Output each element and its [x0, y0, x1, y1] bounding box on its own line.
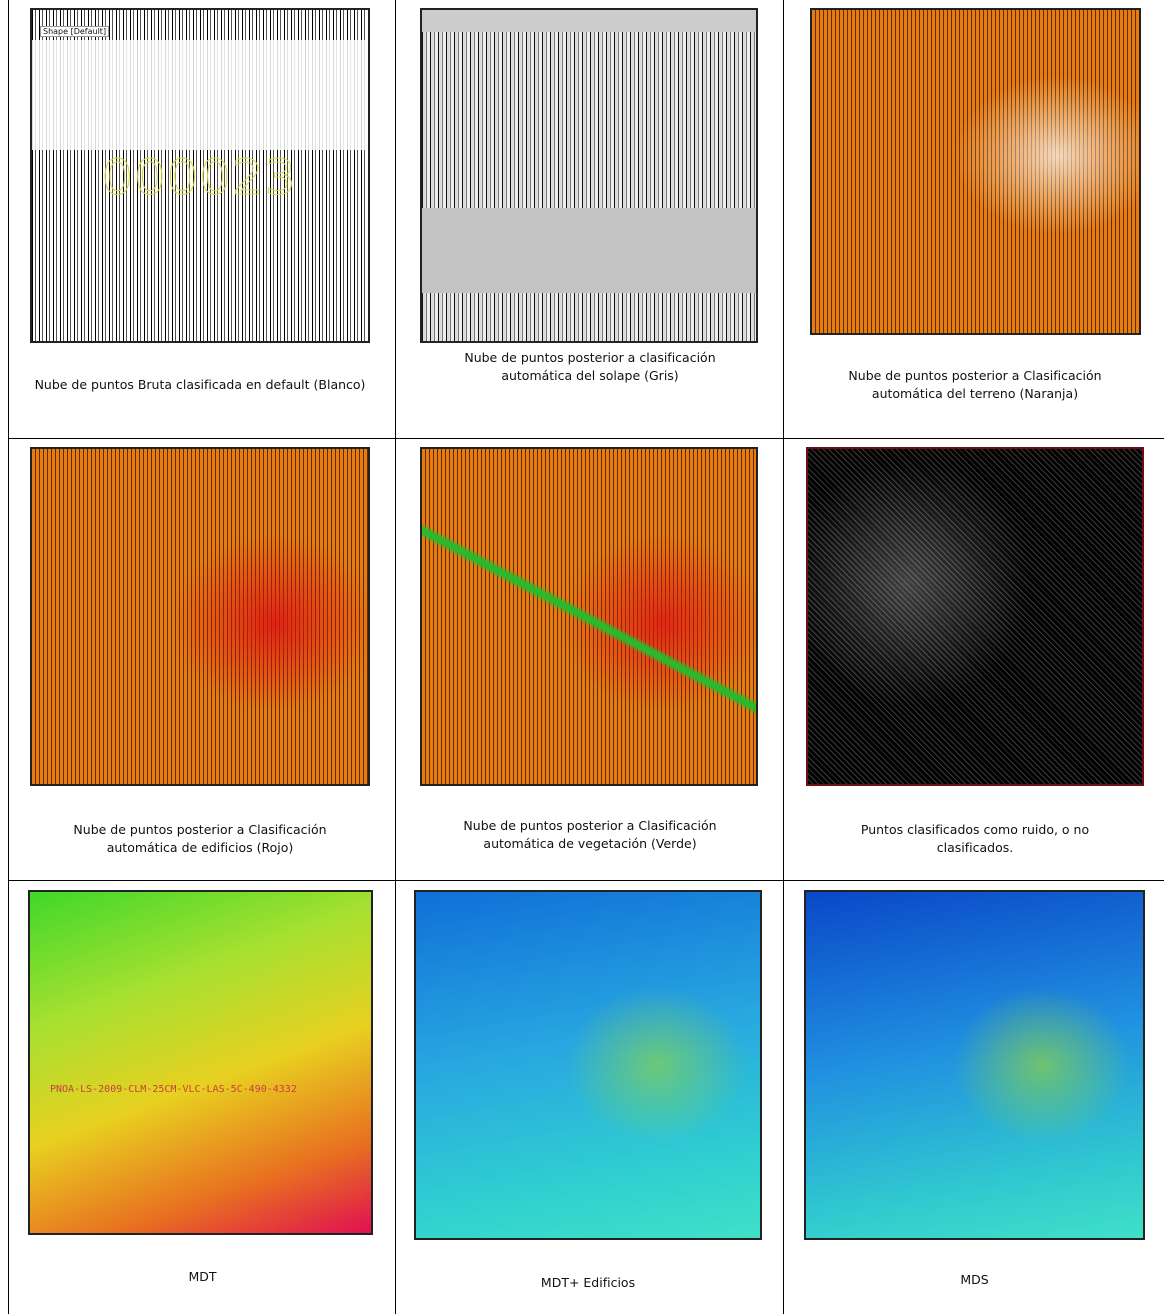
image-label: PNOA-LS-2009-CLM-25CM-VLC-LAS-5C-490-433… [50, 1084, 297, 1095]
point-cloud-image [420, 8, 758, 343]
caption: Nube de puntos posterior a Clasificación… [73, 822, 327, 855]
point-cloud-image [30, 447, 370, 786]
caption: Nube de puntos posterior a Clasificación… [463, 818, 717, 851]
point-cloud-image [806, 447, 1144, 786]
table-border [8, 880, 1164, 881]
caption: Nube de puntos Bruta clasificada en defa… [34, 377, 366, 392]
table-border [8, 0, 9, 1314]
point-cloud-image: Shape [Default] 000023 [30, 8, 370, 343]
elevation-image [414, 890, 762, 1240]
elevation-image: PNOA-LS-2009-CLM-25CM-VLC-LAS-5C-490-433… [28, 890, 373, 1235]
elevation-image [804, 890, 1145, 1240]
point-cloud-image [810, 8, 1141, 335]
caption: MDT+ Edificios [540, 1275, 636, 1290]
caption: Puntos clasificados como ruido, o no cla… [860, 822, 1090, 855]
point-cloud-image [420, 447, 758, 786]
caption: Nube de puntos posterior a clasificación… [464, 350, 716, 383]
image-label: Shape [Default] [40, 26, 110, 37]
image-label: 000023 [101, 150, 298, 207]
caption: Nube de puntos posterior a Clasificación… [848, 368, 1102, 401]
caption: MDS [960, 1272, 989, 1287]
table-border [8, 438, 1164, 439]
table-border [395, 0, 396, 1314]
table-border [783, 0, 784, 1314]
caption: MDT [188, 1269, 217, 1284]
